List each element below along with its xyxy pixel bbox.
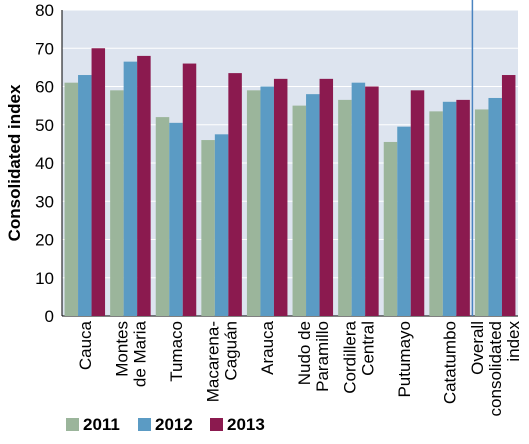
bar-2013-6 bbox=[365, 86, 379, 316]
bar-2011-0 bbox=[64, 82, 79, 316]
bar-2013-1 bbox=[137, 55, 151, 317]
bar-2013-8 bbox=[456, 99, 470, 316]
legend-swatch-2013 bbox=[210, 418, 223, 431]
x-category-label: Central bbox=[358, 321, 377, 376]
bar-2013-3 bbox=[228, 73, 242, 316]
x-category-label: Tumaco bbox=[167, 321, 186, 382]
bar-2013-9 bbox=[501, 75, 516, 317]
y-tick-label: 0 bbox=[45, 307, 54, 326]
x-category-label: Paramillo bbox=[313, 321, 332, 392]
bar-2011-4 bbox=[246, 90, 261, 316]
y-tick-label: 30 bbox=[35, 192, 54, 211]
bar-2012-0 bbox=[78, 75, 92, 317]
legend-swatch-2011 bbox=[66, 418, 79, 431]
y-tick-label: 40 bbox=[35, 154, 54, 173]
legend-label-2013: 2013 bbox=[227, 415, 265, 434]
x-category-label: index bbox=[504, 321, 523, 362]
bar-2012-4 bbox=[260, 86, 274, 316]
bar-2012-9 bbox=[488, 97, 502, 316]
bar-2012-7 bbox=[397, 126, 411, 316]
x-category-label: Cauca bbox=[76, 320, 95, 370]
bar-2012-6 bbox=[351, 82, 366, 316]
y-axis-title: Consolidated index bbox=[5, 84, 24, 241]
x-category-label: Macarena- bbox=[204, 321, 223, 402]
x-category-label: consolidated bbox=[486, 321, 505, 416]
bar-2012-1 bbox=[123, 61, 138, 317]
x-category-label: Nudo de bbox=[295, 321, 314, 385]
bar-2011-9 bbox=[474, 109, 489, 316]
bar-2012-3 bbox=[214, 134, 229, 316]
legend-label-2011: 2011 bbox=[83, 415, 120, 434]
legend-swatch-2012 bbox=[138, 418, 151, 431]
x-category-label: Caguán bbox=[222, 321, 241, 381]
y-tick-label: 50 bbox=[35, 116, 54, 135]
bar-2013-0 bbox=[91, 48, 106, 316]
bar-2012-5 bbox=[306, 94, 320, 317]
bar-2013-7 bbox=[410, 90, 425, 316]
bar-2013-4 bbox=[273, 78, 288, 316]
bar-2011-2 bbox=[155, 117, 170, 316]
bar-2013-2 bbox=[182, 63, 197, 316]
x-category-label: Arauca bbox=[258, 320, 277, 374]
y-tick-label: 80 bbox=[35, 1, 54, 20]
y-tick-label: 10 bbox=[35, 269, 54, 288]
x-category-label: Catatumbo bbox=[441, 321, 460, 404]
bar-2011-1 bbox=[110, 90, 124, 316]
y-tick-label: 70 bbox=[35, 39, 54, 58]
y-tick-label: 60 bbox=[35, 78, 54, 97]
bar-2011-5 bbox=[292, 105, 307, 316]
bar-2012-2 bbox=[169, 122, 183, 317]
x-category-label: Cordillera bbox=[340, 320, 359, 393]
bar-2011-8 bbox=[429, 111, 443, 316]
x-category-label: Overall bbox=[468, 321, 487, 375]
bar-2011-6 bbox=[338, 99, 352, 316]
bar-2011-3 bbox=[201, 140, 215, 316]
x-category-label: Montes bbox=[112, 321, 131, 377]
y-tick-label: 20 bbox=[35, 231, 54, 250]
x-category-label: Putumayo bbox=[395, 321, 414, 398]
legend-label-2012: 2012 bbox=[155, 415, 193, 434]
bar-2012-8 bbox=[442, 101, 457, 316]
x-category-label: de Maria bbox=[130, 320, 149, 387]
bar-2013-5 bbox=[319, 78, 334, 316]
bar-2011-7 bbox=[383, 141, 398, 316]
